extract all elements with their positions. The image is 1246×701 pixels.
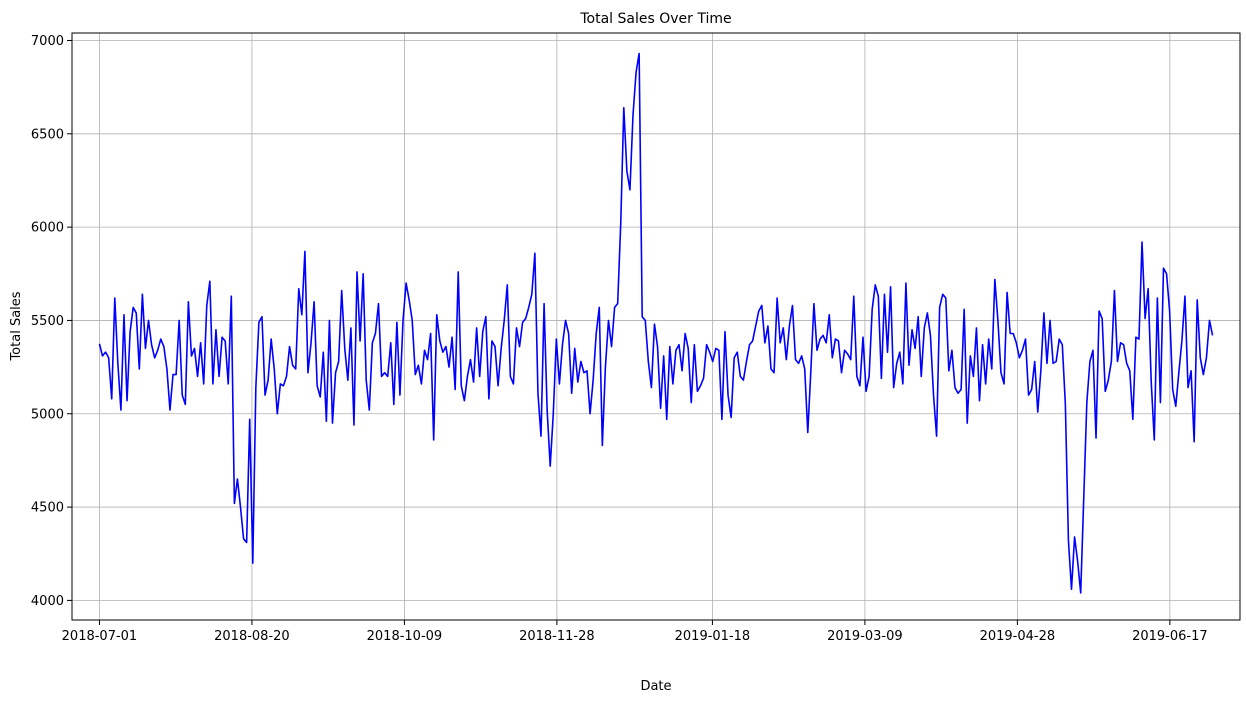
y-tick-label: 6000 [31,221,64,236]
x-tick-label: 2018-08-20 [214,629,290,644]
x-tick-label: 2019-03-09 [827,629,903,644]
axes: 2018-07-01 2018-08-20 2018-10-09 2018-11-28… [31,34,1208,644]
x-tick-label: 2018-11-28 [519,629,595,644]
plot-frame [71,32,1241,621]
x-tick-label: 2018-10-09 [367,629,443,644]
y-tick-label: 4000 [31,594,64,609]
series-layer [98,52,1214,594]
chart-title: Total Sales Over Time [579,11,731,27]
y-axis-label: Total Sales [9,291,24,361]
x-tick-label: 2019-01-18 [675,629,751,644]
y-tick-label: 5500 [31,314,64,329]
x-tick-label: 2018-07-01 [62,629,138,644]
y-tick-label: 7000 [31,34,64,49]
y-tick-label: 4500 [31,501,64,516]
y-tick-label: 6500 [31,127,64,142]
series-line [98,52,1214,594]
x-axis-label: Date [640,679,671,694]
y-tick-label: 5000 [31,407,64,422]
grid [72,33,1240,620]
x-tick-label: 2019-04-28 [980,629,1056,644]
x-tick-label: 2019-06-17 [1132,629,1208,644]
